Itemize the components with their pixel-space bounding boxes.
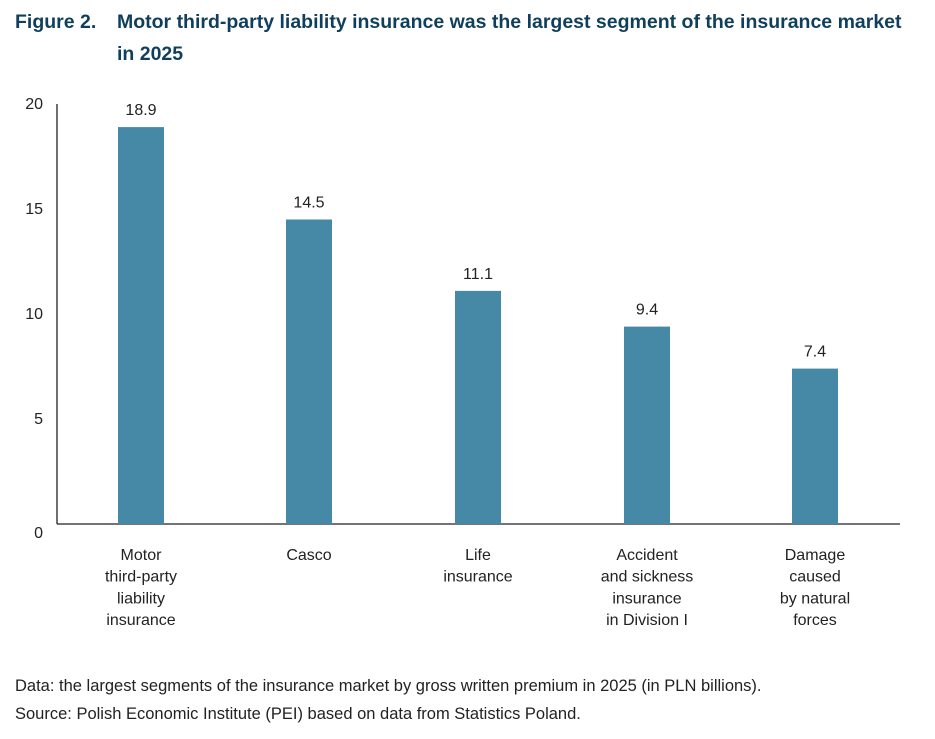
bar [118,127,164,524]
x-category-label-line: Life [465,547,491,564]
y-tick-label: 0 [34,525,43,542]
x-category-label-line: insurance [443,569,512,586]
figure-notes: Data: the largest segments of the insura… [15,672,762,728]
bar [455,290,501,524]
x-category-label-line: Casco [286,547,331,564]
x-category-label-line: and sickness [601,569,694,586]
bar-value-label: 18.9 [125,102,156,119]
x-category-label-line: by natural [780,590,850,607]
x-category-label-line: third-party [105,569,177,586]
bar [624,326,670,524]
x-category-label-line: insurance [612,590,681,607]
x-category-label: Accident and sickness insurance in Division… [601,547,694,629]
x-category-label-line: liability [117,590,165,607]
bar-chart: 0 5 10 15 20 18.9 Motor third-party liability ins… [25,96,900,629]
x-category-label-line: Damage [785,547,846,564]
x-category-label: Casco [286,547,331,564]
x-category-label: Life insurance [443,547,512,586]
x-category-label-line: forces [793,612,837,629]
y-tick-label: 20 [25,96,43,113]
data-note: Data: the largest segments of the insura… [15,677,762,695]
bar-value-label: 7.4 [804,344,826,361]
bar [792,368,838,524]
x-category-label-line: Motor [121,547,163,564]
x-category-label-line: in Division I [606,612,688,629]
x-category-label-line: Accident [616,547,678,564]
x-category-label: Damage caused by natural forces [780,547,850,629]
bar [286,219,332,524]
figure-title: Figure 2. Motor third-party liability in… [15,6,920,70]
y-tick-label: 5 [34,411,43,428]
y-tick-label: 10 [25,306,43,323]
figure-number: Figure 2. [15,11,97,33]
bar-value-label: 9.4 [636,302,658,319]
figure-title-text: Motor third-party liability insurance wa… [117,11,902,65]
y-tick-label: 15 [25,201,43,218]
bar-value-label: 14.5 [293,195,324,212]
x-category-label-line: insurance [106,612,175,629]
x-category-label-line: caused [789,569,841,586]
x-category-label: Motor third-party liability insurance [105,547,177,629]
source-note: Source: Polish Economic Institute (PEI) … [15,705,581,723]
bar-value-label: 11.1 [463,266,493,283]
